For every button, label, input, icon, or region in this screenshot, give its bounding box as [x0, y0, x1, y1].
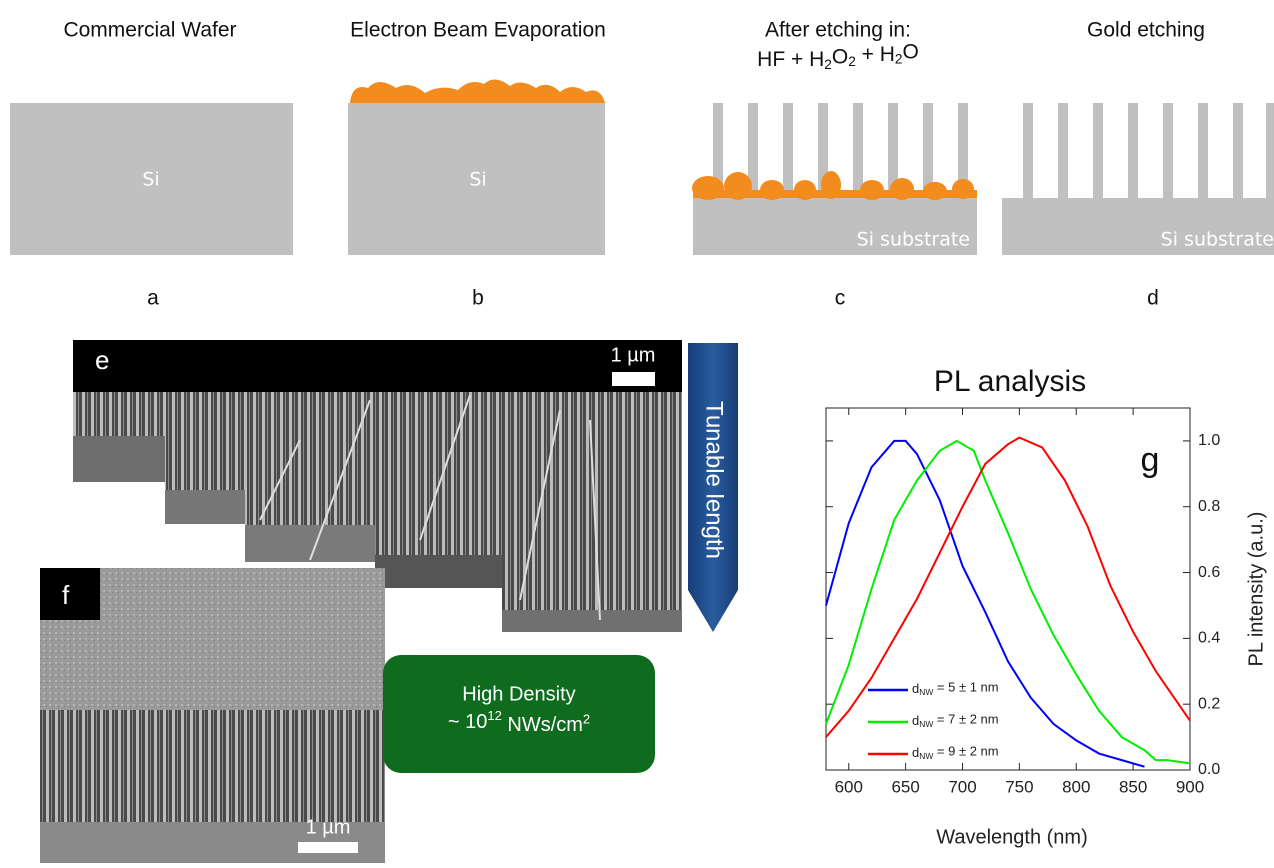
panel-letter: f — [62, 580, 70, 610]
sem-image-e — [73, 340, 682, 632]
gold-particles — [692, 171, 977, 200]
step-title: Electron Beam Evaporation — [350, 19, 606, 42]
panel-letter: c — [835, 287, 846, 310]
text-part: O — [902, 40, 918, 63]
wafer — [10, 103, 293, 255]
pl-curve — [825, 436, 1191, 738]
chart-title: PL analysis — [934, 365, 1086, 398]
scale-bar-label: 1 µm — [611, 344, 656, 366]
x-tick-label: 700 — [948, 777, 976, 796]
legend-label: dNW = 7 ± 2 nm — [912, 712, 999, 729]
text-part: = 9 ± 2 nm — [933, 744, 998, 759]
y-tick-label: 0.2 — [1198, 695, 1220, 712]
text-part: = 7 ± 2 nm — [933, 712, 998, 727]
y-axis-label: PL intensity (a.u.) — [1245, 512, 1267, 667]
wafer-label: Si — [469, 169, 486, 191]
text-part: NWs/cm — [502, 714, 583, 736]
x-tick-label: 900 — [1176, 777, 1204, 796]
gold-film — [350, 79, 605, 103]
step-title: After etching in: — [765, 19, 911, 42]
panel-letter: d — [1147, 287, 1159, 310]
step-title: Gold etching — [1087, 19, 1205, 42]
y-tick-label: 0.8 — [1198, 498, 1220, 515]
density-text: ~ 1012 NWs/cm2 — [448, 709, 590, 737]
text-part: d — [912, 745, 919, 760]
text-part: d — [912, 681, 919, 696]
plot-frame — [825, 407, 1191, 771]
pl-curve — [825, 439, 1145, 768]
text-part: NW — [919, 751, 933, 761]
y-tick-label: 1.0 — [1198, 432, 1220, 449]
arrow-label: Tunable length — [701, 401, 728, 559]
y-tick-label: 0.4 — [1198, 630, 1220, 647]
nanowires — [1002, 103, 1274, 255]
length-arrow — [688, 343, 738, 632]
panel-letter: g — [1141, 441, 1160, 479]
text-part: NW — [919, 719, 933, 729]
panel-letter: a — [147, 287, 159, 310]
text-part: O — [832, 45, 848, 68]
text-part: HF + H — [757, 48, 824, 71]
text-part: + H — [856, 42, 895, 65]
legend-label: dNW = 9 ± 2 nm — [912, 744, 999, 761]
text-part: 2 — [895, 51, 903, 66]
x-tick-label: 650 — [891, 777, 919, 796]
sem-image-f — [40, 568, 385, 863]
wafer — [348, 103, 605, 255]
x-tick-label: 750 — [1005, 777, 1033, 796]
text-part: NW — [919, 687, 933, 697]
text-part: d — [912, 713, 919, 728]
text-part: 2 — [848, 54, 856, 69]
wafer-label: Si — [142, 169, 159, 191]
panel-letter: b — [472, 287, 484, 310]
text-part: 12 — [487, 709, 501, 724]
x-tick-label: 850 — [1119, 777, 1147, 796]
density-box — [383, 655, 655, 773]
nanowires — [693, 103, 977, 255]
pl-curve — [825, 439, 1191, 765]
x-tick-label: 800 — [1062, 777, 1090, 796]
text-part: 2 — [824, 56, 832, 71]
density-text: High Density — [462, 683, 575, 705]
x-axis-label: Wavelength (nm) — [936, 826, 1088, 848]
y-tick-label: 0.0 — [1198, 761, 1220, 778]
text-part: 2 — [583, 712, 590, 727]
y-tick-label: 0.6 — [1198, 564, 1220, 581]
substrate-label: Si substrate — [857, 229, 970, 251]
x-tick-label: 600 — [835, 777, 863, 796]
substrate-label: Si substrate — [1161, 229, 1274, 251]
scale-bar-label: 1 µm — [306, 816, 351, 838]
text-part: ~ 10 — [448, 711, 487, 733]
step-title: Commercial Wafer — [63, 19, 236, 42]
step-formula: HF + H2O2 + H2O — [757, 40, 919, 72]
text-part: = 5 ± 1 nm — [933, 680, 998, 695]
panel-letter: e — [95, 345, 109, 375]
legend-label: dNW = 5 ± 1 nm — [912, 680, 999, 697]
